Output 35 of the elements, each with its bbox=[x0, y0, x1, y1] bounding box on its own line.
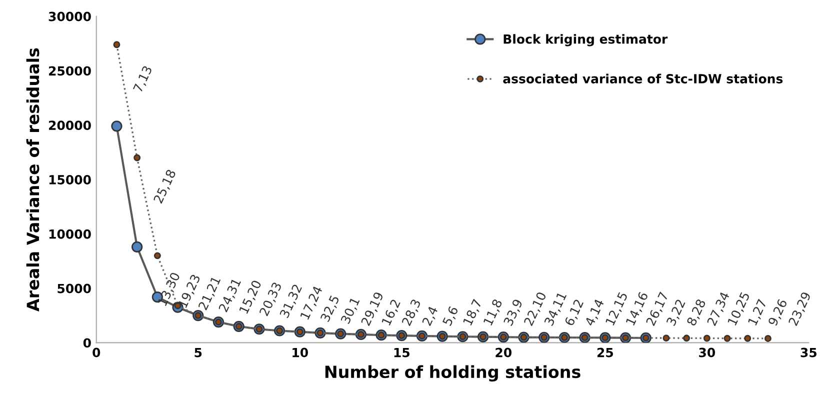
legend-label: Block kriging estimator bbox=[504, 34, 668, 46]
y-tick-label: 25000 bbox=[49, 66, 91, 76]
y-tick-label: 5000 bbox=[58, 284, 91, 294]
annotation: 6,12 bbox=[564, 298, 585, 327]
y-tick-label: 10000 bbox=[49, 229, 91, 239]
annotation: 11,8 bbox=[483, 298, 504, 326]
y-axis-title: Areala Variance of residuals bbox=[26, 48, 40, 312]
annotation: 8,28 bbox=[686, 298, 708, 327]
annotation: 1,27 bbox=[748, 298, 768, 326]
annotation: 3,22 bbox=[666, 298, 687, 327]
x-tick-label: 25 bbox=[597, 348, 613, 358]
x-tick-label: 5 bbox=[194, 348, 202, 358]
x-axis-title: Number of holding stations bbox=[325, 365, 580, 382]
annotation: 28,3 bbox=[401, 298, 422, 327]
y-tick-label: 20000 bbox=[49, 120, 91, 130]
annotation: 4,14 bbox=[584, 298, 606, 327]
annotation: 2,4 bbox=[422, 306, 440, 327]
annotation: 33,9 bbox=[503, 298, 524, 327]
x-tick-label: 15 bbox=[394, 348, 410, 358]
x-tick-label: 35 bbox=[800, 348, 816, 358]
annotation: 30,1 bbox=[340, 296, 361, 325]
annotation: 5,6 bbox=[442, 306, 460, 327]
legend-label: associated variance of Stc-IDW stations bbox=[503, 74, 783, 84]
x-tick-label: 10 bbox=[292, 348, 308, 358]
annotation: 32,5 bbox=[320, 294, 341, 323]
annotation: 16,2 bbox=[381, 298, 402, 326]
annotation: 9,26 bbox=[768, 298, 789, 327]
y-tick-label: 30000 bbox=[48, 12, 91, 22]
annotation: 18,7 bbox=[462, 298, 484, 326]
y-tick-label: 0 bbox=[83, 338, 91, 348]
y-tick-label: 15000 bbox=[49, 174, 91, 184]
x-tick-label: 20 bbox=[496, 348, 512, 358]
x-tick-label: 0 bbox=[92, 348, 100, 358]
annotation: 7,13 bbox=[132, 65, 154, 94]
x-tick-label: 30 bbox=[699, 348, 716, 358]
